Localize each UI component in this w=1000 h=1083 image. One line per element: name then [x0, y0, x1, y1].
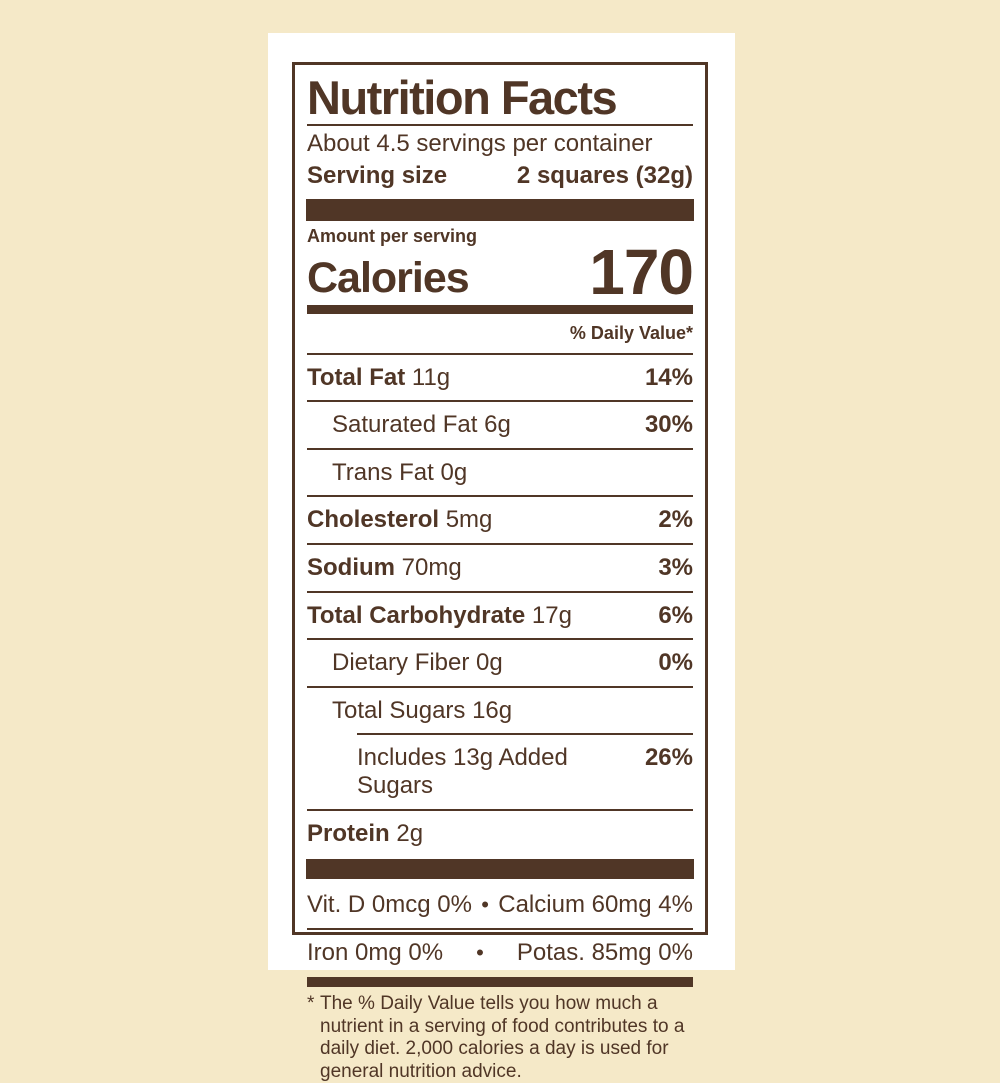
title-rule	[307, 124, 693, 127]
nutrient-row: Cholesterol 5mg 2%	[307, 500, 693, 540]
footnote: * The % Daily Value tells you how much a…	[307, 993, 693, 1083]
nutrient-name-amount: Saturated Fat 6g	[332, 411, 511, 439]
nutrient-row: Saturated Fat 6g 30%	[307, 405, 693, 445]
micronutrient-row: Iron 0mg 0% • Potas. 85mg 0%	[307, 933, 693, 973]
micronutrient-rows: Vit. D 0mcg 0% • Calcium 60mg 4% Iron 0mg 0…	[307, 885, 693, 972]
serving-size-value: 2 squares (32g)	[516, 162, 693, 190]
micro-separator	[307, 927, 693, 930]
micronutrient-left: Vit. D 0mcg 0%	[307, 891, 472, 919]
calories-divider	[307, 304, 693, 314]
daily-value-header: % Daily Value*	[569, 322, 693, 343]
row-separator-indented	[357, 733, 693, 736]
nutrient-row: Trans Fat 0g	[307, 453, 693, 493]
micronutrient-row: Vit. D 0mcg 0% • Calcium 60mg 4%	[307, 885, 693, 925]
footnote-marker: *	[307, 993, 315, 1015]
thick-divider-protein	[306, 859, 694, 880]
serving-size-label: Serving size	[307, 162, 448, 190]
nutrient-name-amount: Trans Fat 0g	[332, 458, 468, 486]
micronutrient-right: Potas. 85mg 0%	[516, 938, 693, 966]
nutrient-daily-value: 0%	[658, 649, 693, 677]
nutrient-rows: Total Fat 11g 14% Saturated Fat 6g 30% Trans…	[307, 352, 693, 854]
footnote-divider	[307, 977, 693, 988]
nutrient-daily-value: 2%	[658, 506, 693, 534]
nutrient-name-amount: Dietary Fiber 0g	[332, 649, 503, 677]
row-separator	[307, 543, 693, 546]
nutrient-name-amount: Sodium 70mg	[307, 554, 462, 582]
nutrient-daily-value: 14%	[644, 363, 693, 391]
row-separator	[307, 400, 693, 403]
bullet-separator-icon: •	[481, 892, 489, 918]
servings-per-container: About 4.5 servings per container	[307, 130, 653, 158]
nutrient-row: Sodium 70mg 3%	[307, 548, 693, 588]
nutrient-name-amount: Protein 2g	[307, 819, 424, 847]
thick-divider-top	[306, 198, 694, 221]
label-panel: Nutrition Facts About 4.5 servings per c…	[268, 33, 735, 1082]
micronutrient-left: Iron 0mg 0%	[307, 938, 444, 966]
amount-per-serving: Amount per serving	[307, 225, 478, 246]
bullet-separator-icon: •	[476, 939, 484, 965]
row-separator	[307, 638, 693, 641]
label-title: Nutrition Facts	[307, 71, 618, 124]
nutrient-daily-value: 6%	[658, 601, 693, 629]
nutrient-name-amount: Includes 13g Added Sugars	[357, 744, 568, 799]
row-separator	[307, 495, 693, 498]
row-separator	[307, 590, 693, 593]
row-separator	[307, 685, 693, 688]
footnote-text: The % Daily Value tells you how much a n…	[320, 993, 685, 1082]
nutrient-row: Dietary Fiber 0g 0%	[307, 643, 693, 683]
calories-label: Calories	[307, 253, 470, 302]
calories-value: 170	[589, 236, 694, 309]
nutrient-row: Protein 2g	[307, 814, 693, 854]
micronutrient-right: Calcium 60mg 4%	[498, 891, 693, 919]
row-separator	[307, 808, 693, 811]
nutrient-row: Total Fat 11g 14%	[307, 358, 693, 398]
nutrient-daily-value: 3%	[658, 554, 693, 582]
nutrient-name-amount: Cholesterol 5mg	[307, 506, 493, 534]
nutrient-daily-value: 26%	[644, 744, 693, 772]
nutrient-daily-value: 30%	[644, 411, 693, 439]
nutrient-name-amount: Total Carbohydrate 17g	[307, 601, 572, 629]
nutrient-row: Total Sugars 16g	[307, 691, 693, 731]
nutrition-facts-label: Nutrition Facts About 4.5 servings per c…	[292, 62, 708, 1082]
nutrient-name-amount: Total Sugars 16g	[332, 696, 513, 724]
row-separator	[307, 352, 693, 355]
row-separator	[307, 447, 693, 450]
nutrient-row: Includes 13g Added Sugars 26%	[307, 738, 693, 805]
nutrient-row: Total Carbohydrate 17g 6%	[307, 596, 693, 636]
serving-size-row: Serving size 2 squares (32g)	[307, 160, 693, 191]
nutrient-name-amount: Total Fat 11g	[307, 363, 451, 391]
calories-row: Calories 170	[307, 236, 694, 309]
